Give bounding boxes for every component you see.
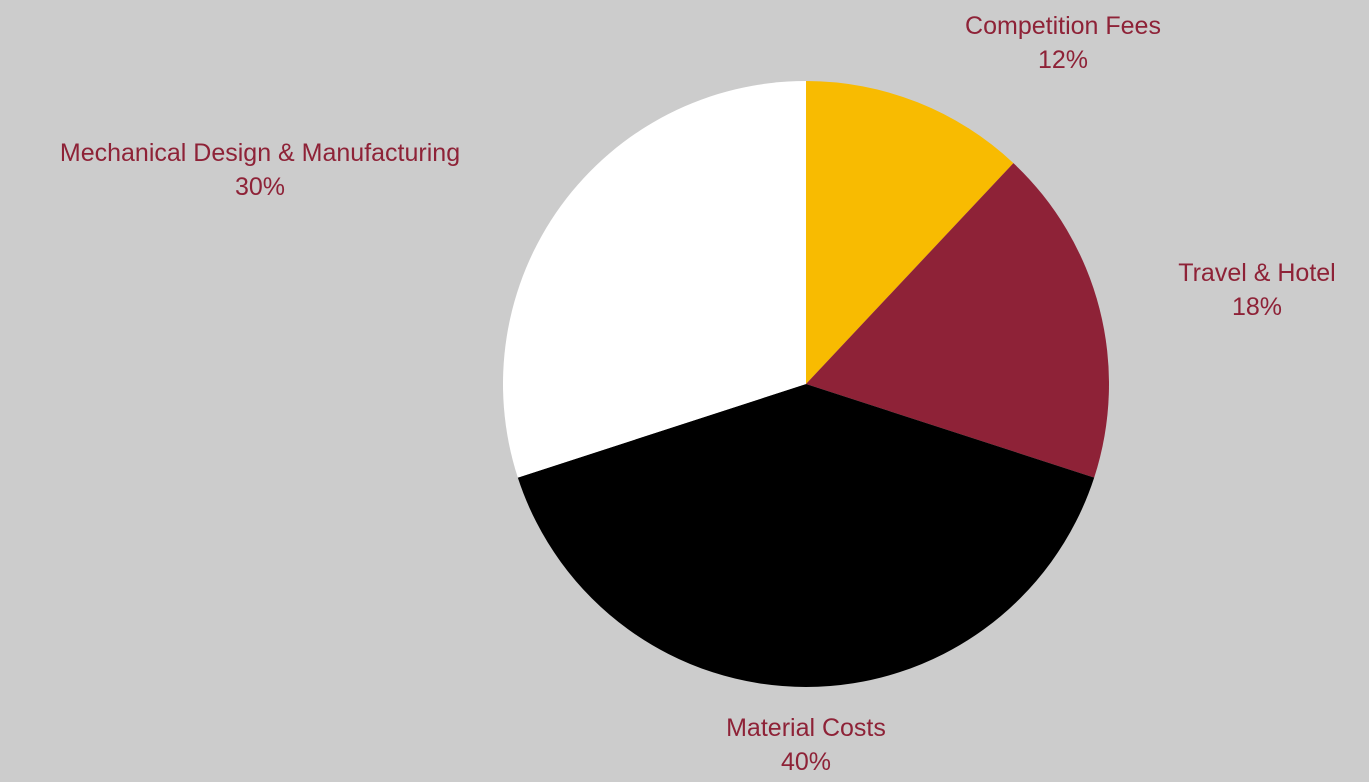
- slice-value-mechanical-design-manufacturing: 30%: [235, 173, 285, 201]
- slice-value-travel-hotel: 18%: [1232, 293, 1282, 321]
- pie-slice-material-costs: [517, 384, 1095, 688]
- pie-slice-travel-hotel: [806, 163, 1110, 478]
- slice-label-competition-fees: Competition Fees: [965, 12, 1161, 40]
- pie-slice-mechanical-design-manufacturing: [502, 81, 806, 478]
- slice-value-material-costs: 40%: [781, 748, 831, 776]
- slice-label-material-costs: Material Costs: [726, 714, 886, 742]
- slice-label-mechanical-design-manufacturing: Mechanical Design & Manufacturing: [60, 139, 460, 167]
- slice-label-travel-hotel: Travel & Hotel: [1178, 259, 1335, 287]
- slices-layer: [502, 81, 1110, 688]
- labels-layer: Competition Fees 12% Travel & Hotel 18% Mate…: [60, 12, 1336, 776]
- slice-value-competition-fees: 12%: [1038, 46, 1088, 74]
- pie-slice-competition-fees: [806, 81, 1014, 384]
